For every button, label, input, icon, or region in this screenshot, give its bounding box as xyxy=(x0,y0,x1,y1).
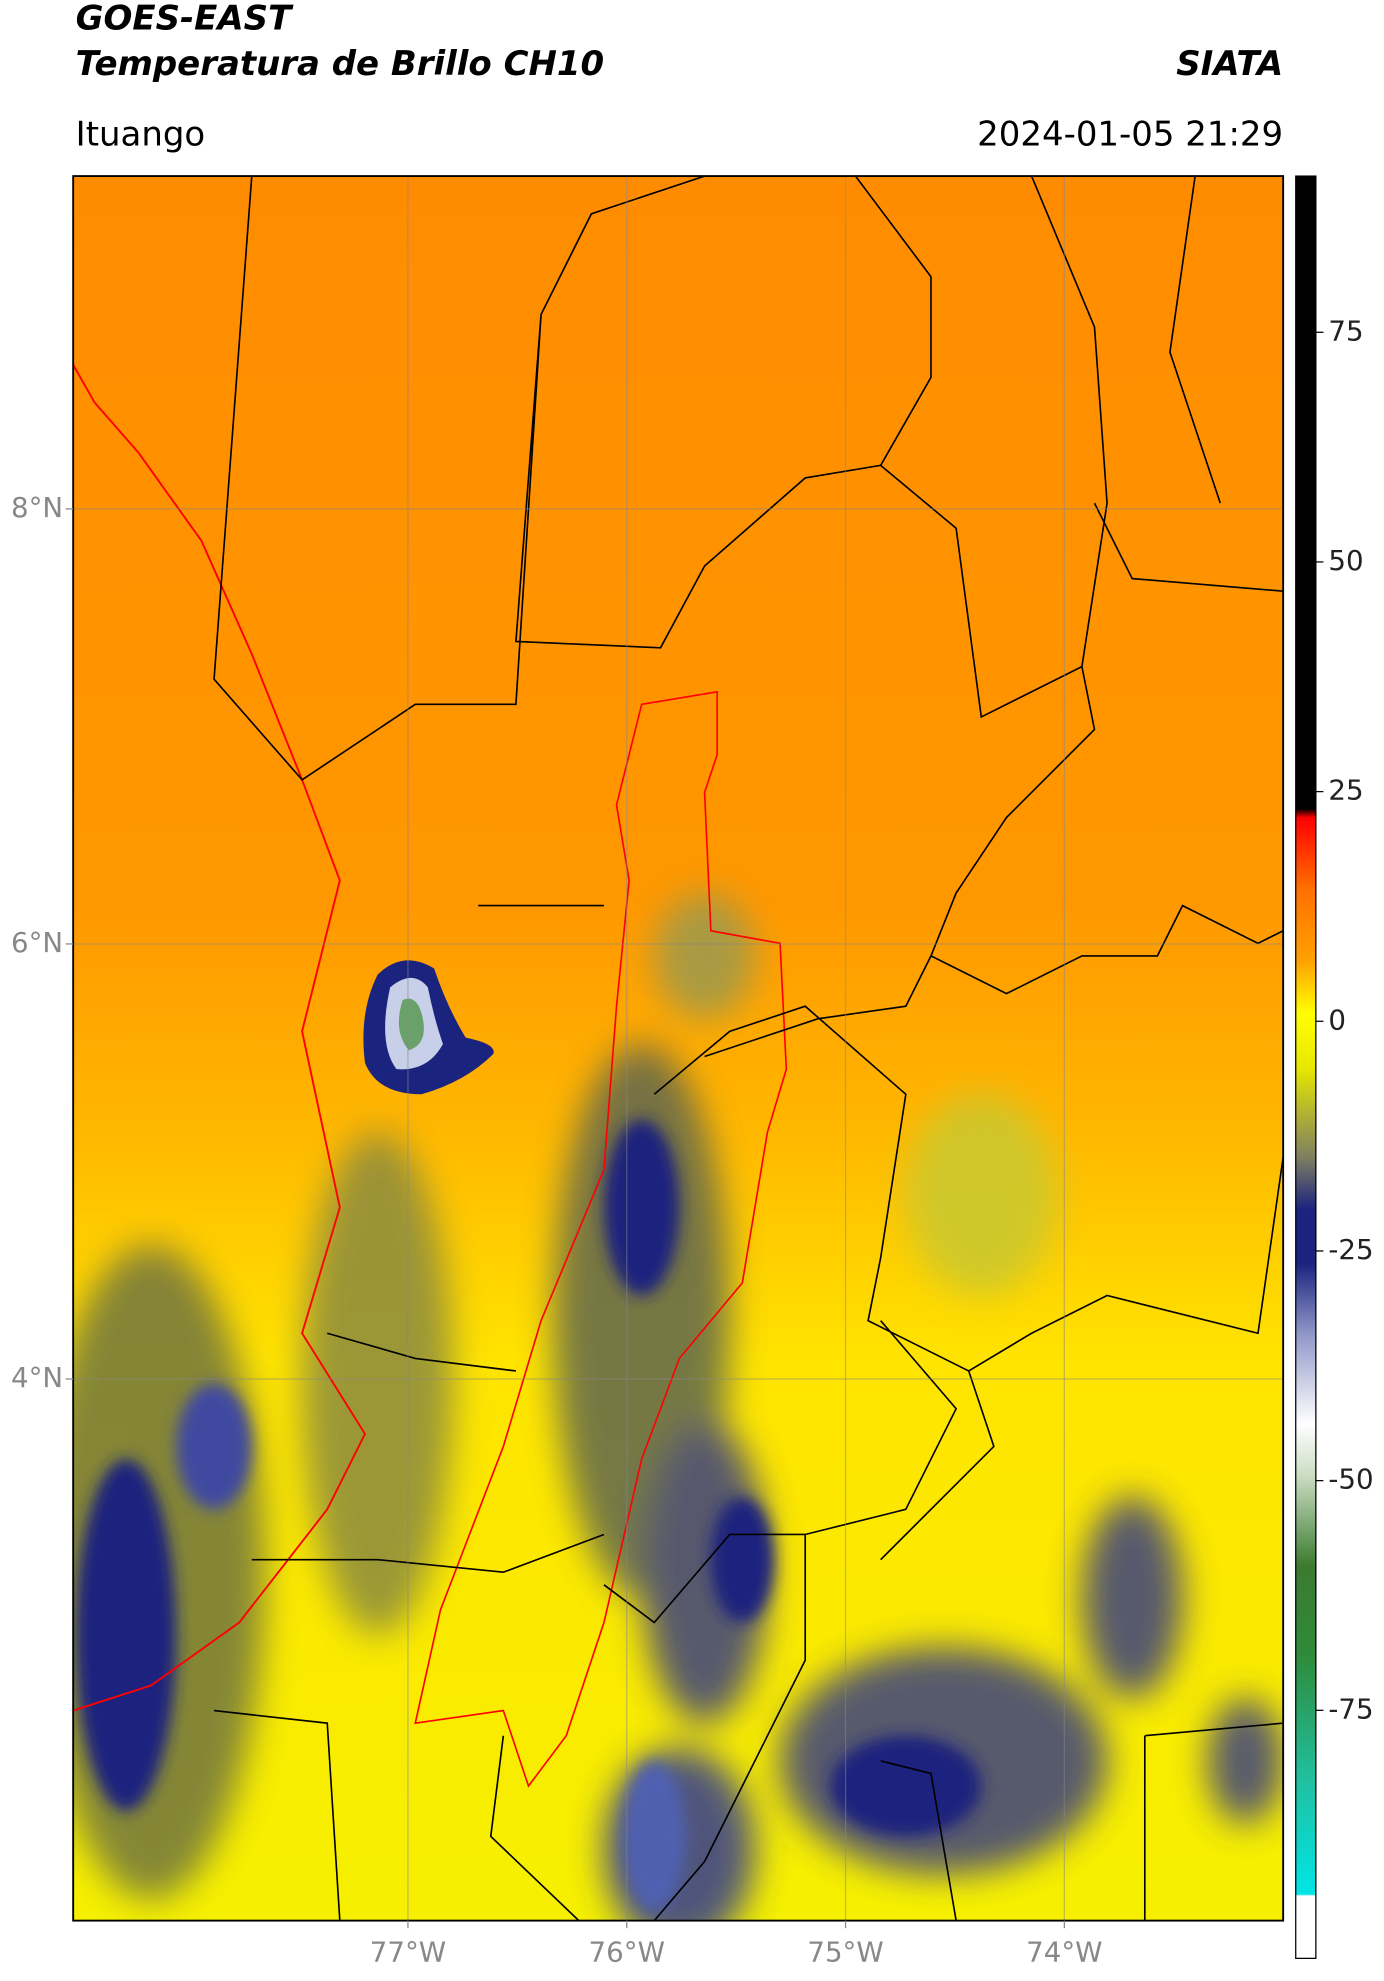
colorbar-tick-label: -50 xyxy=(1328,1463,1373,1496)
y-tick-label: 4°N xyxy=(11,1361,63,1394)
satellite-image xyxy=(73,176,1284,1921)
colorbar-tick-label: -25 xyxy=(1328,1233,1373,1266)
colorbar-tick-label: 75 xyxy=(1328,314,1363,347)
title: GOES-EAST xyxy=(76,0,294,39)
subtitle: Temperatura de Brillo CH10 xyxy=(76,44,604,84)
colorbar-tick-label: 50 xyxy=(1328,544,1363,577)
x-tick-label: 76°W xyxy=(589,1935,665,1968)
map-frame xyxy=(72,175,1285,1922)
agency: SIATA xyxy=(1176,44,1283,84)
x-tick-label: 74°W xyxy=(1026,1935,1102,1968)
location: Ituango xyxy=(76,114,206,154)
colorbar-tick-label: 0 xyxy=(1328,1003,1346,1036)
colorbar xyxy=(1295,175,1317,1959)
colorbar-tick-label: 25 xyxy=(1328,774,1363,807)
y-tick-label: 6°N xyxy=(11,926,63,959)
y-tick-label: 8°N xyxy=(11,491,63,524)
x-tick-label: 75°W xyxy=(807,1935,883,1968)
datetime: 2024-01-05 21:29 xyxy=(977,114,1283,154)
x-tick-label: 77°W xyxy=(370,1935,446,1968)
colorbar-tick-label: -75 xyxy=(1328,1692,1373,1725)
